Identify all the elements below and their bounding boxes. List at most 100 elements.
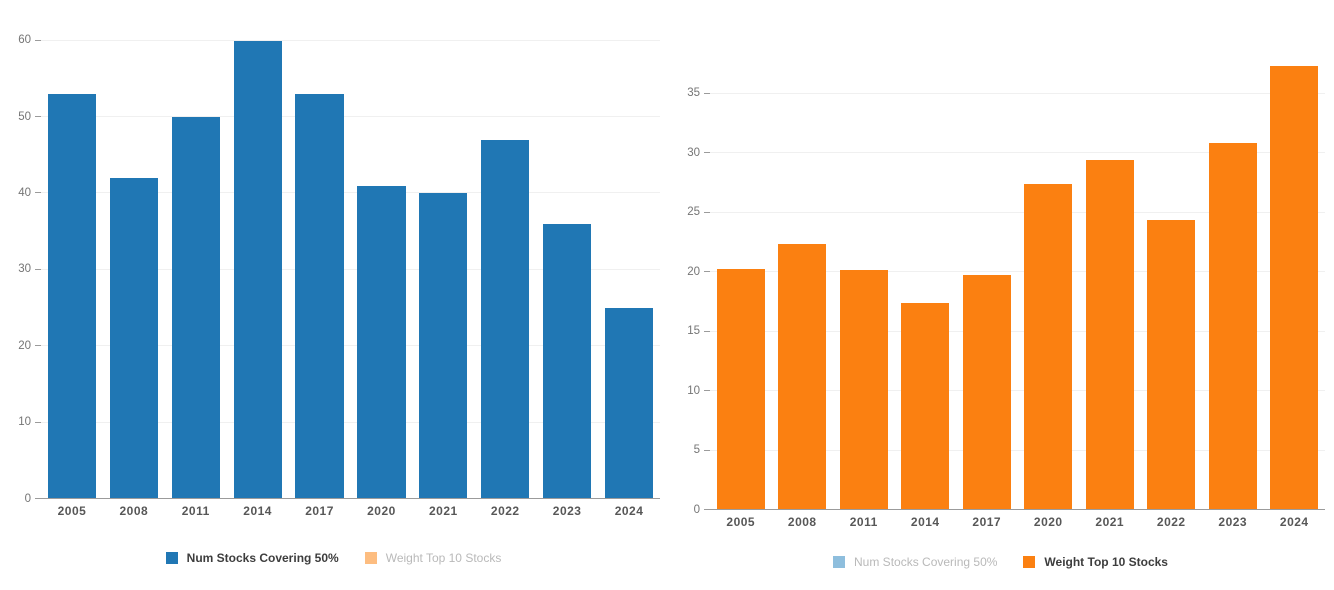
bar-2022[interactable] xyxy=(1147,219,1196,510)
y-tick-label-0: 0 xyxy=(24,492,31,505)
y-tick-mark-0 xyxy=(704,509,710,510)
legend-swatch-icon xyxy=(364,552,377,564)
bar-2017[interactable] xyxy=(295,94,344,499)
y-tick-label-0: 0 xyxy=(693,503,700,516)
gridline-60 xyxy=(41,39,660,41)
bar-2014[interactable] xyxy=(233,40,282,499)
gridline-15 xyxy=(710,330,1325,332)
y-tick-mark-40 xyxy=(35,192,41,194)
x-tick-label-2011: 2011 xyxy=(849,515,878,529)
legend-label: Weight Top 10 Stocks xyxy=(1044,555,1168,569)
bar-2008[interactable] xyxy=(109,178,158,499)
y-tick-label-35: 35 xyxy=(687,86,700,99)
legend-swatch-icon xyxy=(165,552,178,564)
plot-area-weight-top-10: 0 5 10 15 20 25 30 35 2005 2008 2011 2014 2017 2020 20… xyxy=(687,64,1325,529)
y-tick-label-10: 10 xyxy=(18,415,31,428)
y-tick-label-20: 20 xyxy=(687,265,700,278)
chart-panel-num-stocks-covering-50pct: 0 10 20 30 40 50 60 2005 2008 2011 2014 2017 2020 202… xyxy=(0,30,667,565)
x-tick-label-2005: 2005 xyxy=(57,504,87,518)
x-tick-label-2021: 2021 xyxy=(1095,515,1125,529)
x-tick-label-2022: 2022 xyxy=(1156,515,1186,529)
y-tick-label-30: 30 xyxy=(18,263,31,276)
x-tick-label-2014: 2014 xyxy=(243,504,272,518)
bar-2024[interactable] xyxy=(1270,66,1319,510)
y-tick-mark-10 xyxy=(704,390,710,392)
x-tick-label-2017: 2017 xyxy=(972,515,1002,529)
bar-2005[interactable] xyxy=(716,268,765,510)
y-tick-label-50: 50 xyxy=(18,110,31,123)
x-tick-label-2022: 2022 xyxy=(490,504,520,518)
y-tick-mark-5 xyxy=(704,449,710,451)
legend-item-active-series[interactable]: Num Stocks Covering 50% xyxy=(165,551,339,565)
y-tick-label-15: 15 xyxy=(687,324,700,337)
legend-item-active-series[interactable]: Weight Top 10 Stocks xyxy=(1023,555,1168,569)
bar-2023[interactable] xyxy=(1208,142,1257,510)
bar-2011[interactable] xyxy=(839,269,888,510)
y-tick-mark-20 xyxy=(704,271,710,273)
legend-item-hidden-series[interactable]: Weight Top 10 Stocks xyxy=(364,551,502,565)
bar-2008[interactable] xyxy=(778,243,827,510)
x-axis-line xyxy=(41,498,660,499)
y-tick-mark-0 xyxy=(35,498,41,499)
gridline-40 xyxy=(41,192,660,194)
x-axis-line xyxy=(710,509,1325,510)
x-tick-label-2008: 2008 xyxy=(119,504,149,518)
y-tick-label-5: 5 xyxy=(693,443,700,456)
gridline-35 xyxy=(710,92,1325,94)
y-tick-mark-20 xyxy=(35,345,41,347)
legend-swatch-icon xyxy=(1023,556,1036,568)
y-tick-mark-15 xyxy=(704,330,710,332)
y-tick-mark-10 xyxy=(35,421,41,423)
y-tick-mark-35 xyxy=(704,92,710,94)
gridline-10 xyxy=(710,390,1325,392)
bar-2021[interactable] xyxy=(1085,160,1134,510)
y-tick-mark-30 xyxy=(35,268,41,270)
x-tick-label-2021: 2021 xyxy=(428,504,458,518)
y-tick-label-25: 25 xyxy=(687,205,700,218)
gridline-10 xyxy=(41,421,660,423)
bar-2024[interactable] xyxy=(604,308,654,499)
gridline-30 xyxy=(41,268,660,270)
legend-swatch-icon xyxy=(833,556,846,568)
bar-2021[interactable] xyxy=(419,193,468,499)
bar-2011[interactable] xyxy=(171,117,220,499)
bar-2020[interactable] xyxy=(1024,184,1073,510)
y-tick-mark-25 xyxy=(704,211,710,213)
y-tick-label-10: 10 xyxy=(687,384,700,397)
y-tick-label-20: 20 xyxy=(18,339,31,352)
legend-item-hidden-series[interactable]: Num Stocks Covering 50% xyxy=(833,555,997,569)
x-tick-label-2017: 2017 xyxy=(305,504,334,518)
y-tick-label-40: 40 xyxy=(18,186,31,199)
legend-label: Num Stocks Covering 50% xyxy=(186,551,339,565)
gridline-20 xyxy=(710,271,1325,273)
bar-2020[interactable] xyxy=(357,185,406,499)
bar-2017[interactable] xyxy=(962,274,1011,510)
x-tick-label-2023: 2023 xyxy=(1218,515,1248,529)
gridline-20 xyxy=(41,345,660,347)
y-tick-label-30: 30 xyxy=(687,146,700,159)
bar-2023[interactable] xyxy=(543,224,592,499)
gridline-50 xyxy=(41,116,660,118)
x-tick-label-2020: 2020 xyxy=(1033,515,1063,529)
legend-label: Weight Top 10 Stocks xyxy=(385,551,502,565)
x-tick-label-2005: 2005 xyxy=(726,515,756,529)
legend-weight-top-10: Num Stocks Covering 50% Weight Top 10 Sto… xyxy=(667,555,1334,569)
chart-panel-weight-top-10-stocks: 0 5 10 15 20 25 30 35 2005 2008 2011 2014 2017 2020 20… xyxy=(667,0,1334,590)
x-tick-label-2024: 2024 xyxy=(614,504,644,518)
x-tick-label-2008: 2008 xyxy=(787,515,817,529)
gridline-25 xyxy=(710,211,1325,213)
legend-label: Num Stocks Covering 50% xyxy=(854,555,998,569)
plot-area-num-stocks: 0 10 20 30 40 50 60 2005 2008 2011 2014 2017 2020 202… xyxy=(18,30,660,518)
y-tick-mark-50 xyxy=(35,116,41,118)
y-tick-mark-30 xyxy=(704,152,710,154)
x-tick-label-2024: 2024 xyxy=(1279,515,1309,529)
bar-2014[interactable] xyxy=(901,303,950,510)
x-tick-label-2023: 2023 xyxy=(552,504,582,518)
bar-2022[interactable] xyxy=(481,140,530,499)
gridline-5 xyxy=(710,449,1325,451)
x-tick-label-2014: 2014 xyxy=(910,515,940,529)
bar-2005[interactable] xyxy=(47,94,97,499)
legend-num-stocks: Num Stocks Covering 50% Weight Top 10 Sto… xyxy=(0,551,667,565)
y-tick-mark-60 xyxy=(35,39,41,41)
